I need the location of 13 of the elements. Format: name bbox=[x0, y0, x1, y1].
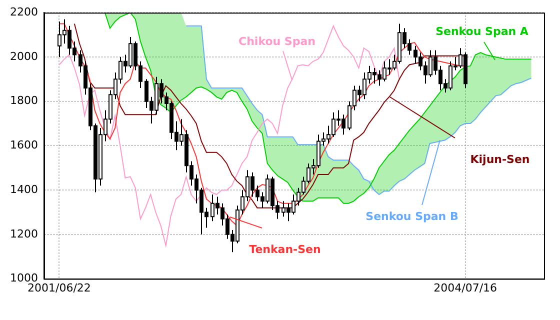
series-label: Senkou Span A bbox=[436, 24, 529, 38]
series-label: Senkou Span B bbox=[366, 210, 458, 223]
y-tick-label: 1200 bbox=[10, 227, 38, 240]
y-tick-label: 1400 bbox=[10, 182, 38, 196]
y-tick-label: 2200 bbox=[10, 5, 38, 18]
y-tick-label: 1800 bbox=[10, 94, 38, 108]
y-tick-label: 1600 bbox=[10, 138, 38, 152]
y-tick-label: 2000 bbox=[10, 50, 38, 63]
x-tick-label: 2004/07/16 bbox=[434, 281, 498, 294]
series-label: Chikou Span bbox=[238, 34, 316, 48]
text: Kijun-Sen bbox=[470, 152, 530, 166]
x-tick-label: 2001/06/22 bbox=[28, 281, 91, 294]
series-label: Tenkan-Sen bbox=[249, 242, 321, 256]
